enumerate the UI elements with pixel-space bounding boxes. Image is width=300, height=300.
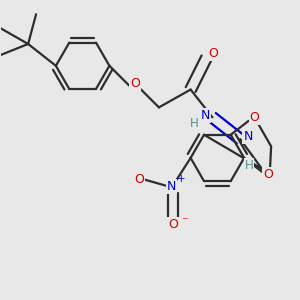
Text: ⁻: ⁻ <box>182 215 188 228</box>
Text: O: O <box>130 77 140 90</box>
Text: O: O <box>263 168 273 181</box>
Text: O: O <box>168 218 178 231</box>
Text: N: N <box>243 130 253 142</box>
Text: H: H <box>245 159 254 172</box>
Text: N: N <box>201 109 210 122</box>
Text: +: + <box>177 174 186 184</box>
Text: N: N <box>167 180 176 193</box>
Text: O: O <box>250 111 260 124</box>
Text: O: O <box>208 47 218 60</box>
Text: H: H <box>190 117 199 130</box>
Text: O: O <box>134 173 144 186</box>
